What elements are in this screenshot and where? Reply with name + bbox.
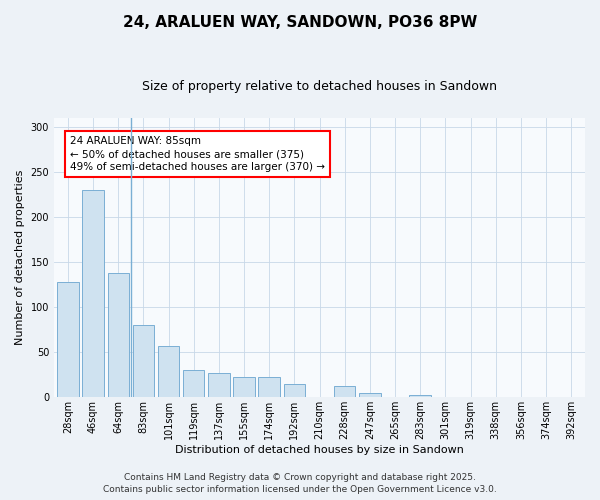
Text: 24, ARALUEN WAY, SANDOWN, PO36 8PW: 24, ARALUEN WAY, SANDOWN, PO36 8PW [123,15,477,30]
Bar [334,386,355,398]
Bar [233,378,255,398]
Y-axis label: Number of detached properties: Number of detached properties [15,170,25,345]
Bar [409,396,431,398]
Bar [208,373,230,398]
Bar [359,393,380,398]
Text: Contains HM Land Registry data © Crown copyright and database right 2025.
Contai: Contains HM Land Registry data © Crown c… [103,472,497,494]
Bar [183,370,205,398]
Text: 24 ARALUEN WAY: 85sqm
← 50% of detached houses are smaller (375)
49% of semi-det: 24 ARALUEN WAY: 85sqm ← 50% of detached … [70,136,325,172]
X-axis label: Distribution of detached houses by size in Sandown: Distribution of detached houses by size … [175,445,464,455]
Bar [107,273,129,398]
Bar [82,190,104,398]
Bar [158,346,179,398]
Bar [284,384,305,398]
Title: Size of property relative to detached houses in Sandown: Size of property relative to detached ho… [142,80,497,93]
Bar [57,282,79,398]
Bar [259,378,280,398]
Bar [133,325,154,398]
